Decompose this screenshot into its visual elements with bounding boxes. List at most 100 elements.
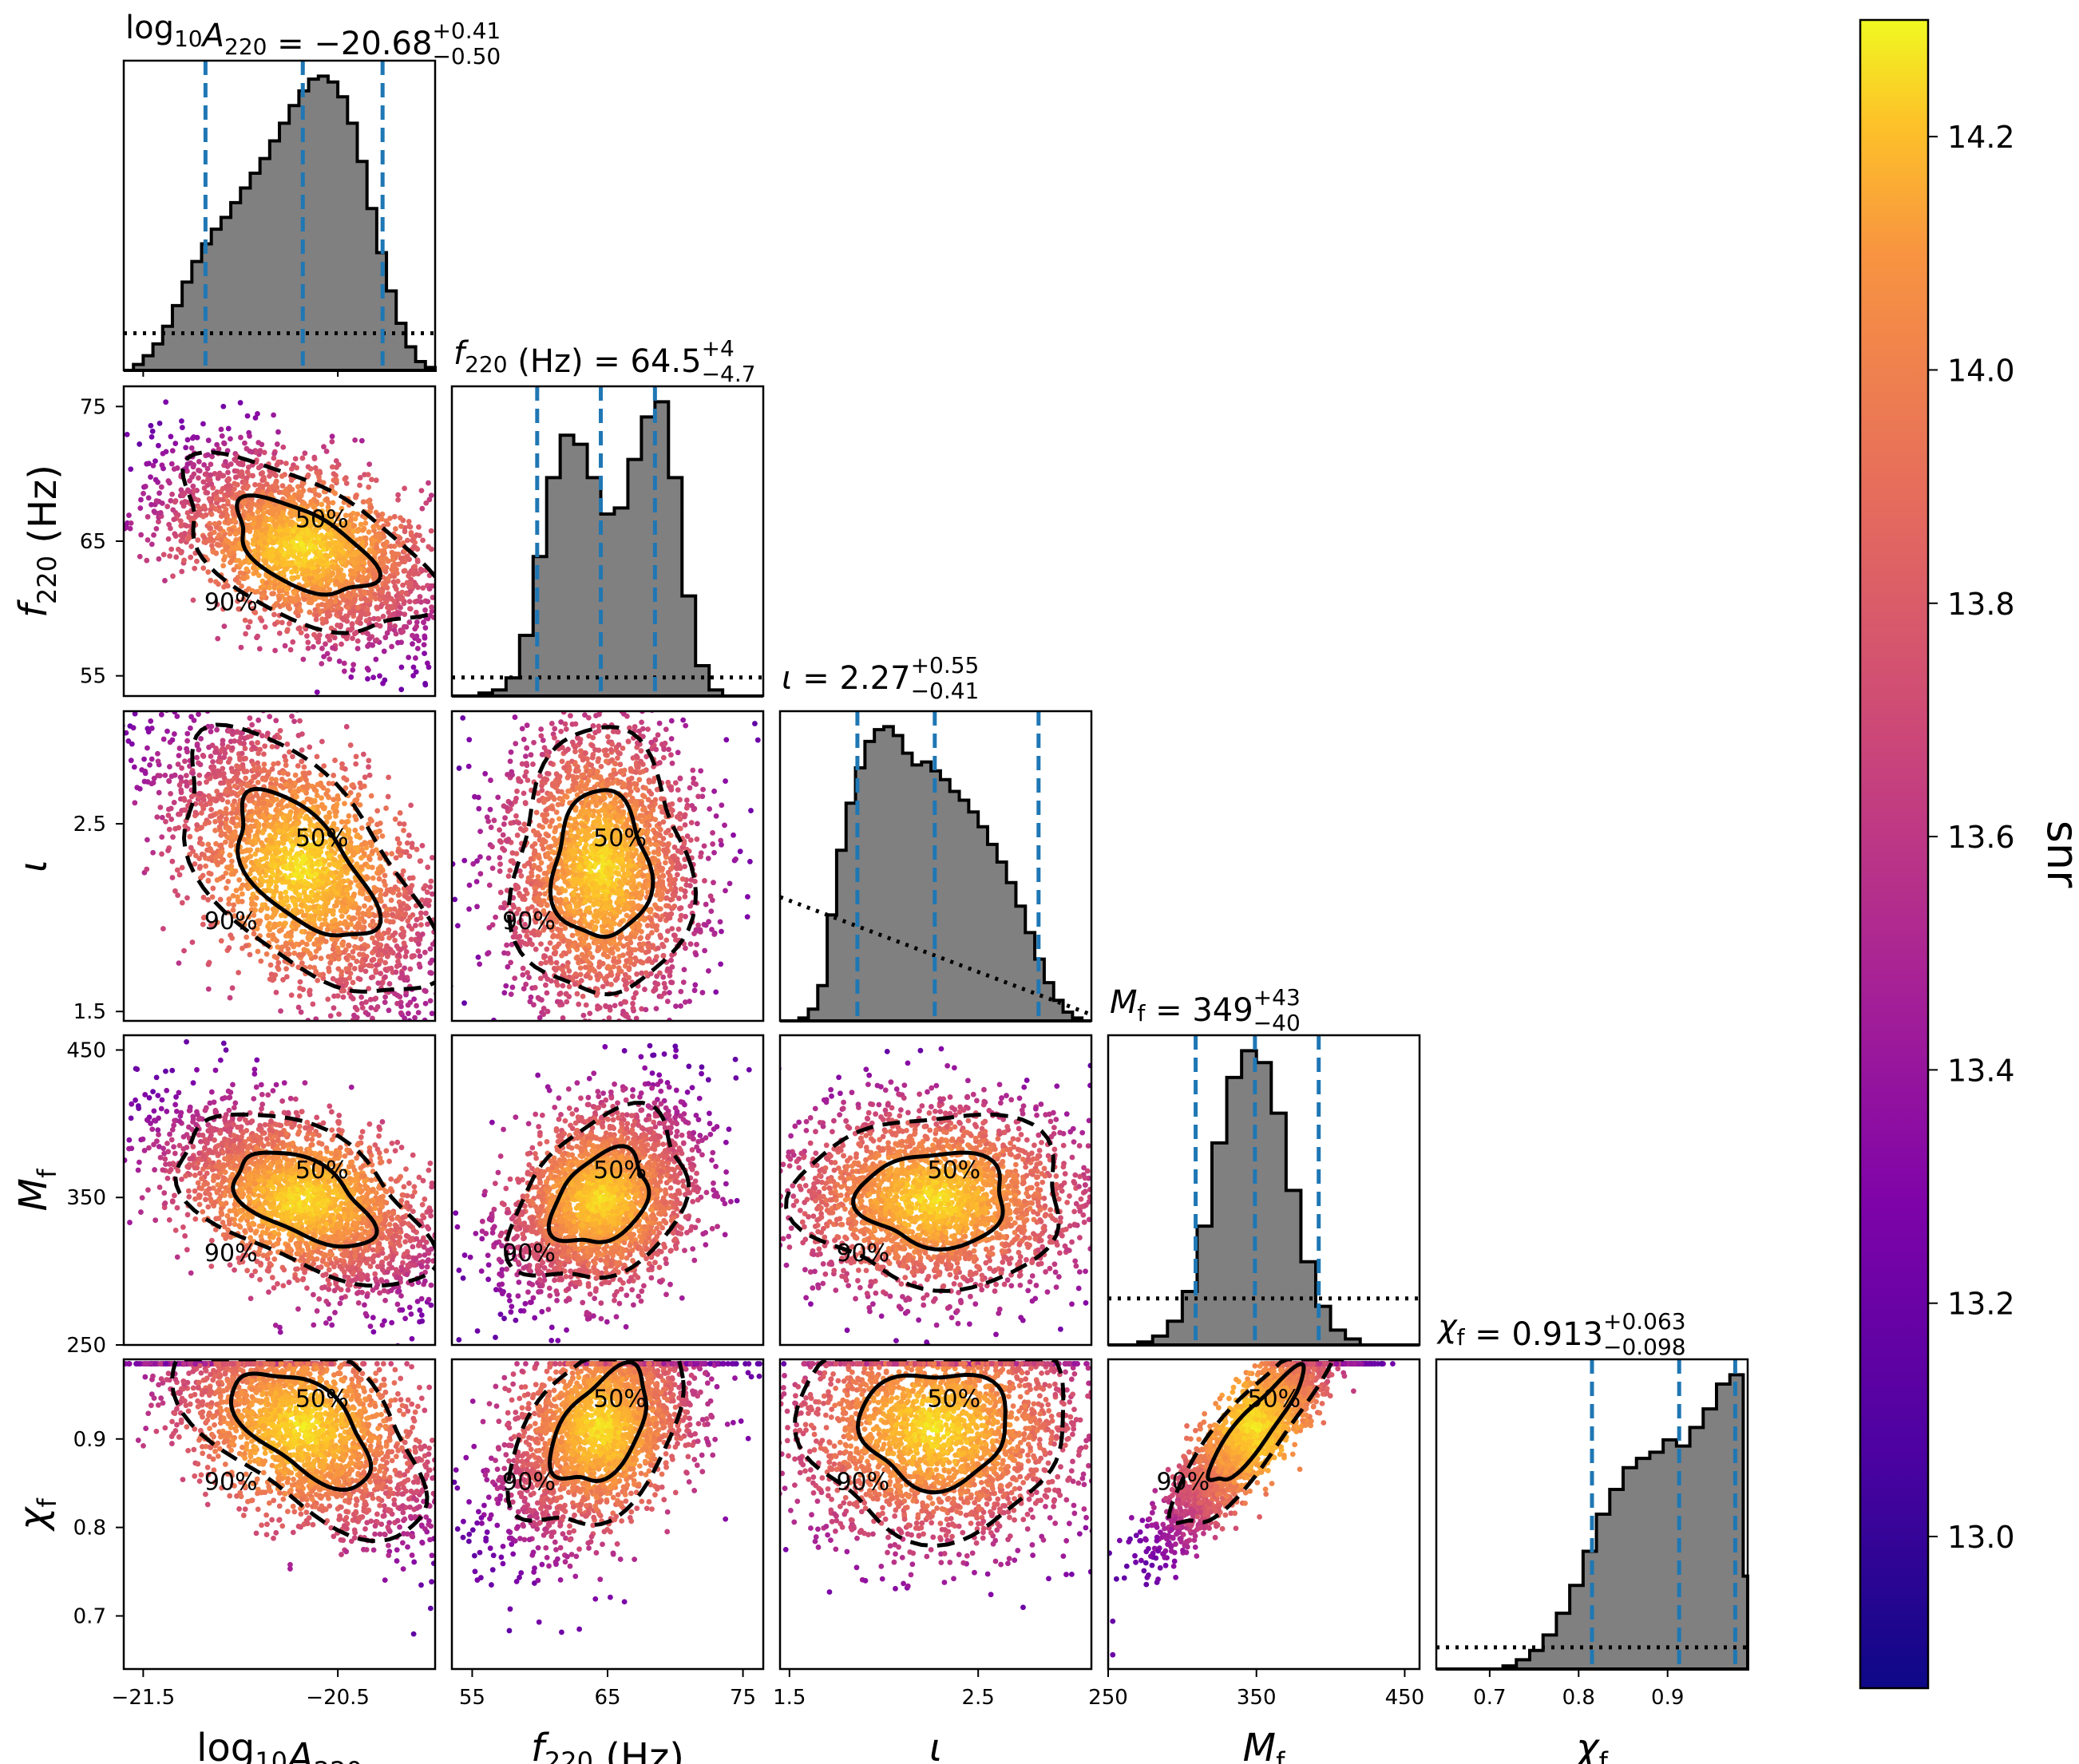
scatter-point [233,888,240,893]
scatter-point [168,497,174,504]
scatter-point [184,730,191,737]
scatter-point [262,552,268,559]
scatter-point [354,638,361,644]
scatter-point [324,496,330,502]
scatter-point [443,859,449,864]
scatter-point [171,731,177,737]
scatter-point [294,536,300,541]
scatter-point [336,659,343,664]
scatter-point [295,763,301,769]
scatter-point [342,1025,347,1030]
scatter-point [486,623,492,628]
scatter-point [163,818,168,825]
scatter-point [304,528,311,534]
scatter-point [369,477,374,483]
scatter-point [177,774,184,781]
scatter-point [335,883,342,889]
scatter-point [496,599,501,604]
scatter-point [436,588,442,594]
scatter-point [311,877,318,884]
scatter-point [144,557,150,564]
scatter-point [391,598,398,604]
scatter-point [303,941,310,947]
scatter-point [471,945,477,951]
scatter-point [321,444,327,450]
scatter-point [172,441,179,446]
scatter-point [275,868,281,874]
scatter-point [398,852,404,859]
scatter-point [315,568,322,574]
scatter-point [137,441,143,447]
scatter-point [263,573,270,579]
scatter-point [319,572,325,579]
scatter-point [362,774,368,781]
scatter-point [334,465,339,470]
scatter-point [232,798,238,805]
scatter-point [303,777,309,783]
scatter-point [295,516,302,522]
scatter-point [322,916,328,923]
scatter-point [403,949,410,955]
scatter-point [210,548,216,555]
scatter-point [372,1046,378,1052]
scatter-point [327,959,334,966]
scatter-point [291,718,297,725]
scatter-point [225,744,232,750]
scatter-point [377,673,382,679]
scatter-point [229,769,236,774]
scatter-point [336,570,343,576]
scatter-point [350,571,356,576]
scatter-point [256,870,263,876]
scatter-point [228,558,235,564]
scatter-point [184,738,191,744]
scatter-point [262,540,268,546]
scatter-point [163,665,168,670]
scatter-point [317,972,323,978]
scatter-point [370,935,375,941]
scatter-point [399,595,406,601]
scatter-point [272,863,279,869]
scatter-point [255,410,260,417]
scatter-point [105,657,111,662]
scatter-point [313,491,319,497]
scatter-point [150,849,156,856]
scatter-point [398,947,403,952]
scatter-point [309,783,315,789]
scatter-point [368,504,374,511]
scatter-point [216,773,223,778]
scatter-point [250,565,256,572]
scatter-point [208,729,214,734]
scatter-point [358,959,365,965]
scatter-point [414,598,421,604]
scatter-point [188,445,195,451]
scatter-point [299,516,306,523]
scatter-point [352,813,358,820]
scatter-point [205,437,212,444]
scatter-point [227,825,232,832]
scatter-point [247,599,253,606]
scatter-point [157,510,164,516]
scatter-point [370,550,377,556]
scatter-point [371,1084,377,1090]
scatter-point [201,534,208,540]
scatter-point [310,517,316,523]
scatter-point [373,656,379,662]
scatter-point [228,810,235,817]
scatter-point [422,949,428,955]
scatter-point [314,793,320,798]
scatter-point [410,673,417,678]
scatter-point [311,631,317,638]
scatter-point [236,764,242,770]
scatter-point [315,639,322,645]
scatter-point [255,847,260,853]
scatter-point [261,589,267,595]
scatter-point [375,866,382,872]
scatter-point [329,848,335,854]
scatter-point [270,553,276,559]
histogram-frame-iota [778,710,1093,1022]
scatter-point [339,977,345,983]
scatter-point [422,883,429,889]
scatter-point [329,919,335,925]
scatter-point [305,535,311,541]
scatter-point [319,501,325,508]
